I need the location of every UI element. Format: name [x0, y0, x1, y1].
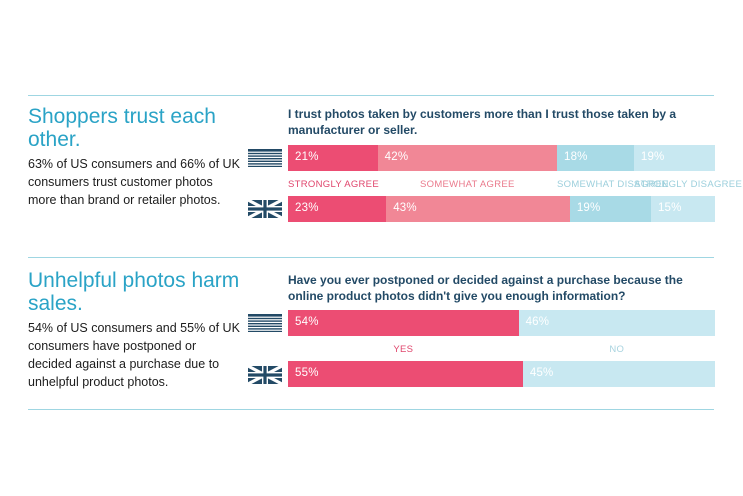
bottom-divider	[28, 409, 714, 410]
data-label: 45%	[529, 367, 554, 379]
legend-label-strongly-disagree: STRONGLY DISAGREE	[633, 179, 743, 190]
bar-segment-strongly-agree: 21%	[288, 145, 378, 171]
bar-segment-strongly-disagree: 19%	[633, 145, 715, 171]
section-body-trust: 63% of US consumers and 66% of UK consum…	[28, 157, 240, 207]
legend-label-somewhat-disagree: SOMEWHAT DISAGREE	[557, 179, 669, 190]
data-label: 46%	[525, 316, 550, 328]
legend-label-strongly-agree: STRONGLY AGREE	[288, 179, 379, 190]
section-heading-trust: Shoppers trust each other.	[28, 105, 216, 151]
bar-segment-somewhat-agree: 42%	[377, 145, 557, 171]
us-flag-icon	[248, 149, 282, 167]
data-label: 21%	[295, 151, 319, 163]
bar-segment-no: 45%	[522, 361, 715, 387]
stacked-bar-trust-us: 21% 42% 18% 19%	[288, 145, 715, 171]
data-label: 18%	[563, 151, 588, 163]
data-label: 15%	[657, 202, 682, 214]
us-flag-icon	[248, 314, 282, 332]
legend-label-yes: YES	[393, 344, 414, 355]
stacked-bar-trust-uk: 23% 43% 19% 15%	[288, 196, 715, 222]
legend-label-somewhat-agree: SOMEWHAT AGREE	[420, 179, 515, 190]
bar-segment-somewhat-disagree: 19%	[569, 196, 651, 222]
uk-flag-icon	[248, 200, 282, 218]
bar-segment-somewhat-agree: 43%	[386, 196, 570, 222]
data-label: 42%	[384, 151, 409, 163]
chart-title-trust: I trust photos taken by customers more t…	[288, 107, 677, 137]
bar-segment-strongly-disagree: 15%	[650, 196, 715, 222]
data-label: 55%	[295, 367, 319, 379]
middle-divider	[28, 257, 714, 258]
legend-label-no: NO	[609, 344, 625, 355]
bar-segment-somewhat-disagree: 18%	[556, 145, 634, 171]
data-label: 43%	[393, 202, 417, 214]
bar-segment-yes: 54%	[288, 310, 519, 336]
bar-segment-strongly-agree: 23%	[288, 196, 387, 222]
data-label: 19%	[640, 151, 665, 163]
data-label: 54%	[295, 316, 319, 328]
stacked-bar-harm-uk: 55% 45%	[288, 361, 715, 387]
section-body-harm: 54% of US consumers and 55% of UK consum…	[28, 321, 240, 389]
chart-title-harm: Have you ever postponed or decided again…	[288, 273, 683, 303]
legend-trust: STRONGLY AGREE SOMEWHAT AGREE SOMEWHAT DIS…	[288, 179, 743, 191]
stacked-bar-harm-us: 54% 46%	[288, 310, 715, 336]
top-divider	[28, 95, 714, 96]
bar-segment-yes: 55%	[288, 361, 523, 387]
data-label: 23%	[295, 202, 319, 214]
section-heading-harm: Unhelpful photos harm sales.	[28, 269, 240, 315]
legend-harm: YES NO	[288, 344, 715, 356]
bar-segment-no: 46%	[518, 310, 715, 336]
uk-flag-icon	[248, 366, 282, 384]
data-label: 19%	[576, 202, 601, 214]
